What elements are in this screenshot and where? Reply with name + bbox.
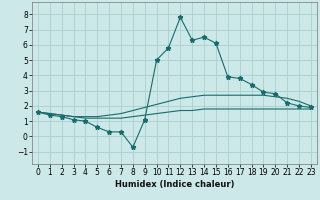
- X-axis label: Humidex (Indice chaleur): Humidex (Indice chaleur): [115, 180, 234, 189]
